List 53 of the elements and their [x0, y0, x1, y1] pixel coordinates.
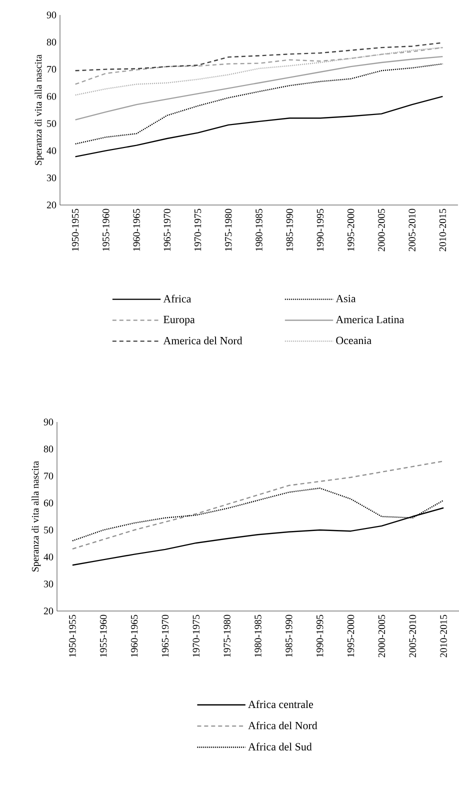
y-tick-label: 40 [46, 147, 56, 154]
x-tick-label: 1970-1975 [192, 614, 200, 657]
y-tick-label: 50 [47, 120, 56, 127]
x-tick-label: 2000-2005 [378, 614, 386, 658]
x-tick-label: 1975-1980 [224, 614, 230, 657]
y-tick-label: 40 [44, 554, 54, 560]
x-tick-label: 1995-2000 [347, 208, 354, 251]
legend-label: Asia [336, 294, 356, 302]
x-tick-label: 1955-1960 [100, 614, 107, 657]
x-tick-label: 2000-2005 [378, 208, 385, 252]
y-tick-label: 80 [44, 446, 54, 452]
x-tick-label: 1965-1970 [164, 208, 171, 251]
y-tick-label: 80 [46, 38, 56, 46]
y-tick-label: 30 [47, 174, 56, 182]
y-tick-label: 90 [44, 418, 54, 426]
y-tick-label: 50 [44, 526, 54, 534]
x-tick-label: 1990-1995 [316, 614, 324, 657]
x-tick-label: 1970-1975 [194, 208, 202, 251]
legend-label: Oceania [336, 336, 372, 344]
x-tick-label: 1950-1955 [69, 614, 76, 657]
x-tick-label: 1965-1970 [162, 614, 169, 657]
x-tick-label: 1980-1985 [254, 614, 262, 657]
x-tick-label: 1975-1980 [225, 208, 232, 251]
x-tick-label: 1995-2000 [347, 614, 354, 657]
x-tick-label: 2005-2010 [408, 208, 416, 252]
y-tick-label: 30 [44, 580, 54, 588]
y-tick-label: 60 [44, 500, 54, 506]
x-tick-label: 1950-1955 [72, 208, 79, 251]
legend-label: Africa centrale [248, 700, 314, 708]
x-tick-label: 1955-1960 [102, 208, 110, 251]
y-axis-title: Speranza di vita alla nascita [34, 54, 44, 165]
x-tick-label: 1990-1995 [316, 208, 324, 251]
y-tick-label: 60 [46, 93, 56, 100]
x-tick-label: 2010-2015 [439, 208, 446, 252]
y-tick-label: 90 [46, 12, 56, 18]
y-tick-label: 70 [47, 66, 56, 73]
x-tick-label: 1960-1965 [130, 614, 138, 657]
legend-label: Africa del Sud [248, 742, 312, 750]
x-tick-label: 1985-1990 [286, 208, 293, 251]
x-tick-label: 1960-1965 [133, 208, 140, 251]
legend-label: America del Nord [163, 336, 242, 344]
legend-label: America Latina [336, 316, 404, 324]
y-tick-label: 20 [44, 608, 54, 614]
y-tick-label: 20 [46, 202, 56, 208]
y-tick-label: 70 [44, 472, 54, 480]
x-tick-label: 1985-1990 [286, 614, 292, 657]
x-tick-label: 1980-1985 [256, 208, 262, 251]
y-axis-title: Speranza di vita alla nascita [32, 461, 41, 572]
legend-label: Europa [164, 316, 195, 326]
legend-label: Africa [163, 294, 192, 303]
x-tick-label: 2005-2010 [409, 614, 416, 658]
x-tick-label: 2010-2015 [440, 614, 447, 658]
legend-label: Africa del Nord [248, 721, 318, 730]
